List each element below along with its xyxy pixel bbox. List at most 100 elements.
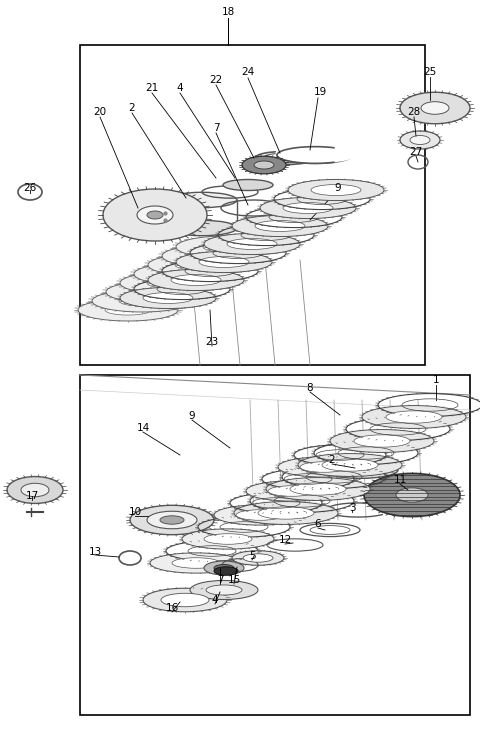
Ellipse shape (160, 516, 184, 524)
Ellipse shape (106, 281, 206, 303)
Text: 22: 22 (209, 75, 223, 85)
Text: 27: 27 (409, 147, 422, 157)
Ellipse shape (227, 239, 277, 250)
Ellipse shape (176, 236, 276, 258)
Ellipse shape (232, 215, 328, 236)
Text: 17: 17 (25, 491, 38, 501)
Ellipse shape (234, 501, 338, 524)
Ellipse shape (148, 254, 248, 276)
Text: 2: 2 (329, 455, 336, 465)
Ellipse shape (105, 305, 151, 315)
Ellipse shape (268, 486, 316, 496)
Ellipse shape (283, 203, 333, 214)
Ellipse shape (150, 553, 242, 573)
Ellipse shape (133, 287, 179, 297)
Ellipse shape (130, 505, 214, 534)
Text: 4: 4 (177, 83, 183, 93)
Ellipse shape (143, 589, 227, 612)
Ellipse shape (396, 488, 428, 502)
Text: 7: 7 (216, 575, 223, 585)
Text: 23: 23 (205, 337, 218, 347)
Ellipse shape (243, 554, 273, 562)
Ellipse shape (236, 509, 284, 520)
Ellipse shape (362, 406, 466, 428)
Text: 14: 14 (136, 423, 150, 433)
Ellipse shape (143, 293, 193, 304)
Ellipse shape (400, 131, 440, 149)
Text: 2: 2 (129, 103, 135, 113)
Ellipse shape (300, 462, 348, 472)
Ellipse shape (119, 296, 165, 306)
Ellipse shape (171, 274, 221, 285)
Text: 3: 3 (348, 503, 355, 513)
Ellipse shape (120, 272, 220, 294)
Ellipse shape (258, 507, 314, 519)
Ellipse shape (21, 483, 49, 497)
Bar (80, 45, 425, 365)
Ellipse shape (364, 474, 460, 517)
Text: 9: 9 (189, 411, 195, 421)
Text: 28: 28 (408, 107, 420, 117)
Text: 11: 11 (394, 475, 407, 485)
Ellipse shape (175, 260, 221, 270)
Text: 15: 15 (228, 575, 240, 585)
Ellipse shape (342, 466, 378, 474)
Text: 12: 12 (278, 535, 292, 545)
Ellipse shape (148, 269, 244, 291)
Ellipse shape (204, 561, 244, 575)
Ellipse shape (134, 263, 234, 285)
Text: 20: 20 (94, 107, 107, 117)
Ellipse shape (189, 251, 235, 261)
Ellipse shape (254, 161, 274, 169)
Ellipse shape (172, 558, 220, 568)
Ellipse shape (298, 454, 402, 477)
Ellipse shape (255, 220, 305, 231)
Ellipse shape (214, 567, 238, 575)
Ellipse shape (147, 511, 197, 529)
Ellipse shape (147, 211, 163, 219)
Ellipse shape (354, 435, 410, 447)
Ellipse shape (410, 135, 430, 144)
Ellipse shape (167, 220, 237, 236)
Ellipse shape (246, 481, 338, 501)
Text: 4: 4 (212, 595, 218, 605)
Ellipse shape (223, 179, 273, 190)
Ellipse shape (266, 477, 370, 501)
Ellipse shape (147, 278, 193, 288)
Ellipse shape (290, 483, 346, 495)
Ellipse shape (278, 457, 370, 477)
Ellipse shape (190, 580, 258, 600)
Ellipse shape (322, 462, 398, 478)
Ellipse shape (311, 184, 361, 195)
Text: 1: 1 (432, 375, 439, 385)
Text: 9: 9 (335, 183, 341, 193)
Text: 16: 16 (166, 603, 179, 613)
Bar (80, 375, 470, 715)
Ellipse shape (199, 256, 249, 267)
Ellipse shape (137, 206, 173, 224)
Ellipse shape (242, 156, 286, 173)
Ellipse shape (277, 144, 357, 162)
Text: 6: 6 (315, 519, 321, 529)
Ellipse shape (78, 299, 178, 321)
Ellipse shape (167, 193, 237, 208)
Ellipse shape (103, 189, 207, 241)
Ellipse shape (288, 179, 384, 201)
Ellipse shape (400, 92, 470, 124)
Text: 26: 26 (24, 183, 36, 193)
Ellipse shape (7, 477, 63, 504)
Text: 8: 8 (307, 383, 313, 393)
Ellipse shape (204, 234, 300, 255)
Ellipse shape (214, 505, 306, 525)
Ellipse shape (260, 198, 356, 219)
Text: 19: 19 (313, 87, 326, 97)
Ellipse shape (421, 102, 449, 114)
Text: 10: 10 (129, 507, 142, 517)
Ellipse shape (204, 534, 252, 545)
Text: 25: 25 (423, 67, 437, 77)
Text: 24: 24 (241, 67, 254, 77)
Text: 18: 18 (221, 7, 235, 17)
Ellipse shape (206, 585, 242, 595)
Ellipse shape (214, 564, 234, 572)
Text: 21: 21 (145, 83, 158, 93)
